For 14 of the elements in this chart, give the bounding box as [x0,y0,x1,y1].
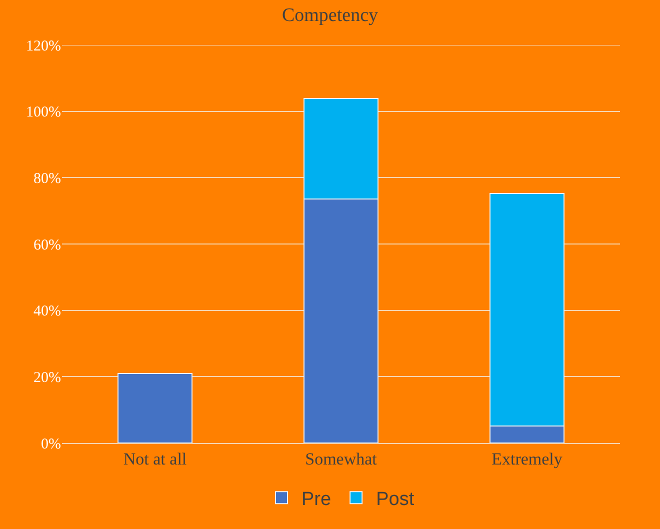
bar [117,372,193,443]
y-tick-label: 20% [34,370,61,386]
legend-label: Post [376,489,415,510]
y-tick-label: 120% [26,38,61,54]
y-tick-label: 0% [41,436,61,452]
y-tick-label: 100% [26,104,61,121]
y-tick-label: 80% [34,170,61,187]
chart-title: Competency [282,5,379,26]
legend-label: Pre [302,489,332,510]
x-tick-label: Not at all [123,449,187,468]
y-tick-label: 60% [34,237,61,254]
x-tick-label: Extremely [492,449,563,468]
x-tick-label: Somewhat [305,449,378,468]
y-tick-label: 40% [34,304,61,320]
